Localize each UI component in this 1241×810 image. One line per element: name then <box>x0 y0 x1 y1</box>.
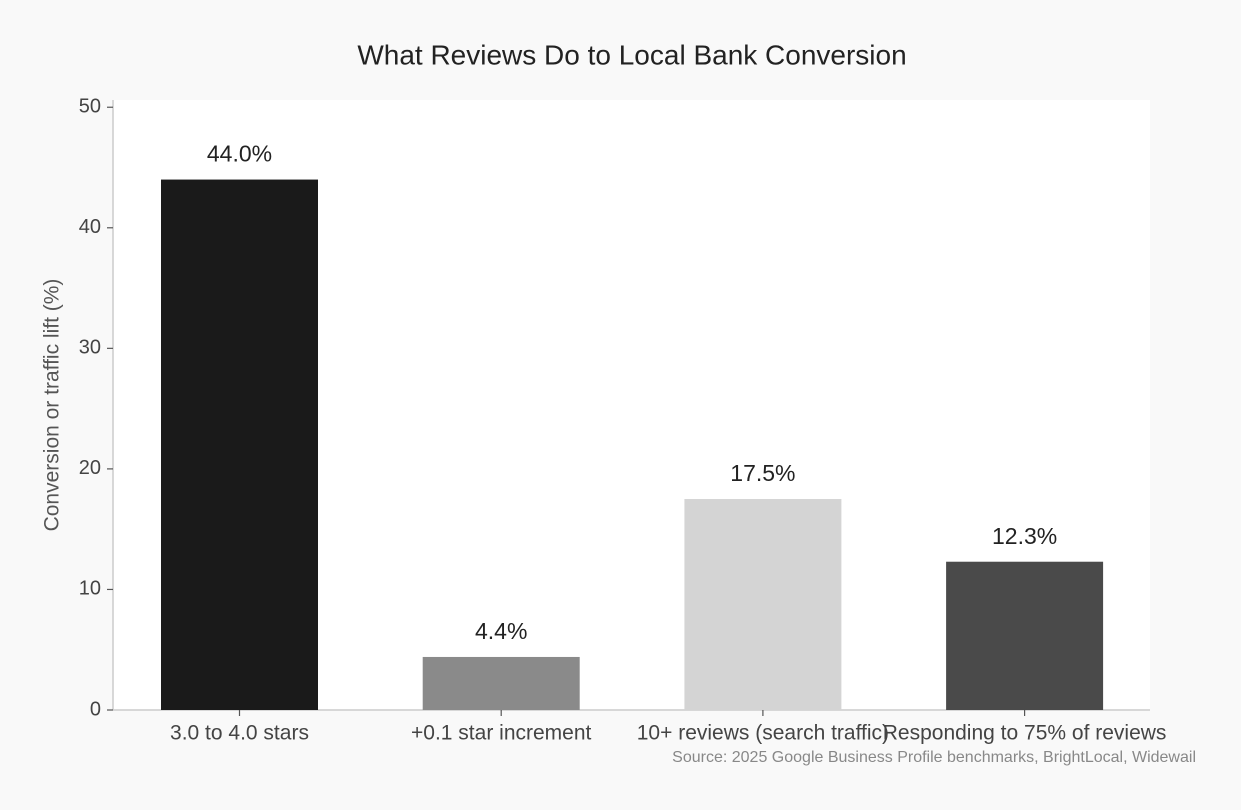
value-label: 12.3% <box>992 523 1057 549</box>
x-tick-label: 10+ reviews (search traffic) <box>637 722 889 745</box>
value-label: 4.4% <box>475 618 527 644</box>
y-tick-label: 0 <box>90 698 101 720</box>
bar <box>422 656 580 710</box>
x-tick-label: 3.0 to 4.0 stars <box>170 722 309 745</box>
chart-title: What Reviews Do to Local Bank Conversion <box>357 39 906 70</box>
bar <box>946 561 1104 710</box>
bar <box>684 499 842 710</box>
value-label: 17.5% <box>730 460 795 486</box>
value-label: 44.0% <box>207 141 272 167</box>
y-axis-label: Conversion or traffic lift (%) <box>41 279 64 532</box>
y-tick-label: 40 <box>79 216 101 238</box>
y-tick-label: 50 <box>79 96 101 118</box>
y-tick-label: 10 <box>79 578 101 600</box>
y-tick-label: 20 <box>79 457 101 479</box>
y-tick-label: 30 <box>79 337 101 359</box>
bar <box>161 179 318 711</box>
x-tick-label: Responding to 75% of reviews <box>883 722 1167 745</box>
x-tick-label: +0.1 star increment <box>411 722 592 745</box>
source-note: Source: 2025 Google Business Profile ben… <box>672 749 1196 766</box>
